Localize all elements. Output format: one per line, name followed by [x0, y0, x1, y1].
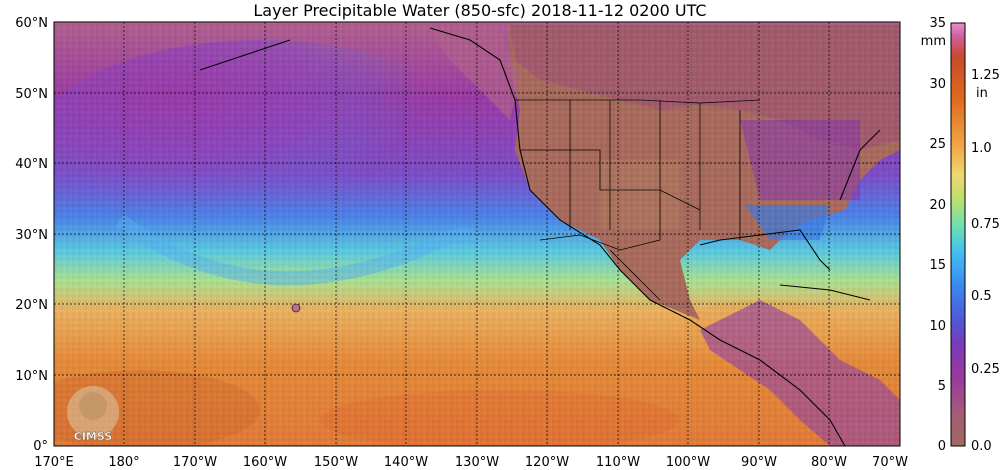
graticule [54, 22, 900, 446]
latitude-labels: 60°N 50°N 40°N 30°N 20°N 10°N 0° [15, 16, 48, 454]
lat-label: 0° [33, 439, 48, 454]
colorbar-mm-tick: 25 [929, 137, 946, 152]
colorbar-in-tick: 1.25 [971, 68, 1000, 83]
colorbar-in-tick: 1.0 [971, 141, 992, 156]
lat-label: 10°N [15, 369, 48, 384]
lon-label: 90°W [741, 455, 777, 470]
colorbar-mm-tick: 20 [929, 198, 946, 213]
colorbar-in-unit: in [976, 86, 988, 101]
map-title: Layer Precipitable Water (850-sfc) 2018-… [253, 1, 707, 20]
lon-label: 70°W [872, 455, 908, 470]
lon-label: 120°W [525, 455, 569, 470]
lat-label: 50°N [15, 87, 48, 102]
colorbar-mm-tick: 0 [938, 439, 946, 454]
colorbar-mm-tick: 35 [929, 16, 946, 31]
lat-label: 60°N [15, 16, 48, 31]
colorbar-in-tick: 0.75 [971, 217, 1000, 232]
colorbar-mm-tick: 15 [929, 258, 946, 273]
cimss-logo: CIMSS [67, 386, 119, 443]
lon-label: 80°W [811, 455, 847, 470]
lat-label: 30°N [15, 228, 48, 243]
lon-label: 170°W [173, 455, 217, 470]
cimss-logo-text: CIMSS [74, 430, 113, 443]
colorbar-mm-tick: 10 [929, 319, 946, 334]
lon-label: 140°W [384, 455, 428, 470]
colorbar-mm-tick: 30 [929, 77, 946, 92]
hawaii-islands [291, 303, 301, 313]
colorbar-in-tick: 0.5 [971, 289, 992, 304]
lon-label: 130°W [455, 455, 499, 470]
colorbar: 35 mm 30 25 20 15 10 5 0 1.25 in 1.0 0.7… [921, 16, 1000, 454]
colorbar-mm-unit: mm [921, 34, 946, 49]
colorbar-mm-tick: 5 [938, 379, 946, 394]
lat-label: 40°N [15, 157, 48, 172]
lon-label: 110°W [596, 455, 640, 470]
lon-label: 180° [108, 455, 139, 470]
lon-label: 100°W [666, 455, 710, 470]
colorbar-gradient [950, 22, 966, 447]
colorbar-in-tick: 0.25 [971, 362, 1000, 377]
lon-label: 170°E [34, 455, 74, 470]
longitude-labels: 170°E 180° 170°W 160°W 150°W 140°W 130°W… [34, 455, 908, 470]
map-frame [53, 21, 901, 447]
lat-label: 20°N [15, 298, 48, 313]
colorbar-in-tick: 0.0 [971, 439, 992, 454]
lon-label: 150°W [314, 455, 358, 470]
lon-label: 160°W [243, 455, 287, 470]
